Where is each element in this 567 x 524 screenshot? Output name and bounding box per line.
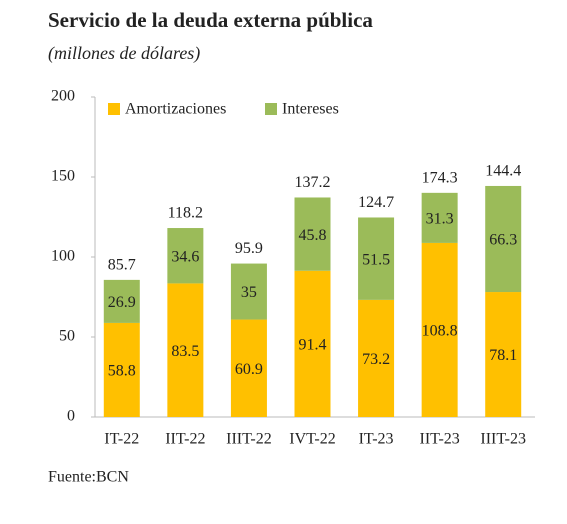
value-label: 91.4 [299, 337, 327, 354]
bar-segment [230, 319, 267, 417]
value-label: 26.9 [108, 294, 136, 311]
chart-subtitle: (millones de dólares) [48, 43, 200, 64]
bar-segment [167, 228, 204, 284]
value-label: 73.2 [362, 351, 390, 368]
total-label: 118.2 [168, 205, 203, 222]
bar-segment [421, 242, 458, 417]
value-label: 58.8 [108, 363, 136, 380]
total-label: 85.7 [108, 257, 136, 274]
value-label: 66.3 [489, 232, 517, 249]
y-tick-label: 0 [67, 408, 75, 425]
value-label: 60.9 [235, 361, 263, 378]
value-label: 31.3 [426, 211, 454, 228]
y-tick-label: 50 [59, 328, 75, 345]
value-label: 35 [241, 284, 257, 301]
value-label: 78.1 [489, 347, 517, 364]
bar-segment [294, 270, 331, 417]
bar-segment [103, 322, 140, 417]
total-label: 124.7 [358, 194, 394, 211]
legend-swatch [265, 103, 277, 115]
x-tick-label: IT-23 [359, 431, 394, 448]
value-label: 83.5 [171, 343, 199, 360]
x-tick-label: IIT-23 [419, 431, 459, 448]
value-label: 34.6 [171, 248, 199, 265]
legend-label: Amortizaciones [125, 101, 226, 118]
chart-title: Servicio de la deuda externa pública [48, 8, 373, 32]
y-tick-label: 150 [51, 168, 75, 185]
x-tick-label: IIT-22 [165, 431, 205, 448]
total-label: 144.4 [485, 163, 521, 180]
source-note: Fuente:BCN [48, 469, 129, 486]
bar-segment [485, 185, 522, 293]
x-tick-label: IT-22 [104, 431, 139, 448]
bar-segment [167, 283, 204, 417]
bar-segment [358, 299, 395, 417]
legend-label: Intereses [282, 101, 339, 118]
value-label: 45.8 [299, 227, 327, 244]
x-tick-label: IVT-22 [289, 431, 336, 448]
total-label: 95.9 [235, 240, 263, 257]
y-tick-label: 100 [51, 248, 75, 265]
total-label: 137.2 [295, 174, 331, 191]
bar-segment [294, 197, 331, 271]
bar-segment [485, 292, 522, 417]
x-tick-label: IIIT-22 [226, 431, 272, 448]
x-tick-label: IIIT-23 [480, 431, 526, 448]
bar-segment [230, 263, 267, 320]
total-label: 174.3 [422, 170, 458, 187]
bar-segment [421, 192, 458, 243]
bar-segment [103, 279, 140, 323]
value-label: 51.5 [362, 251, 390, 268]
value-label: 108.8 [422, 323, 458, 340]
bar-segment [358, 217, 395, 300]
y-tick-label: 200 [51, 88, 75, 105]
legend-swatch [108, 103, 120, 115]
